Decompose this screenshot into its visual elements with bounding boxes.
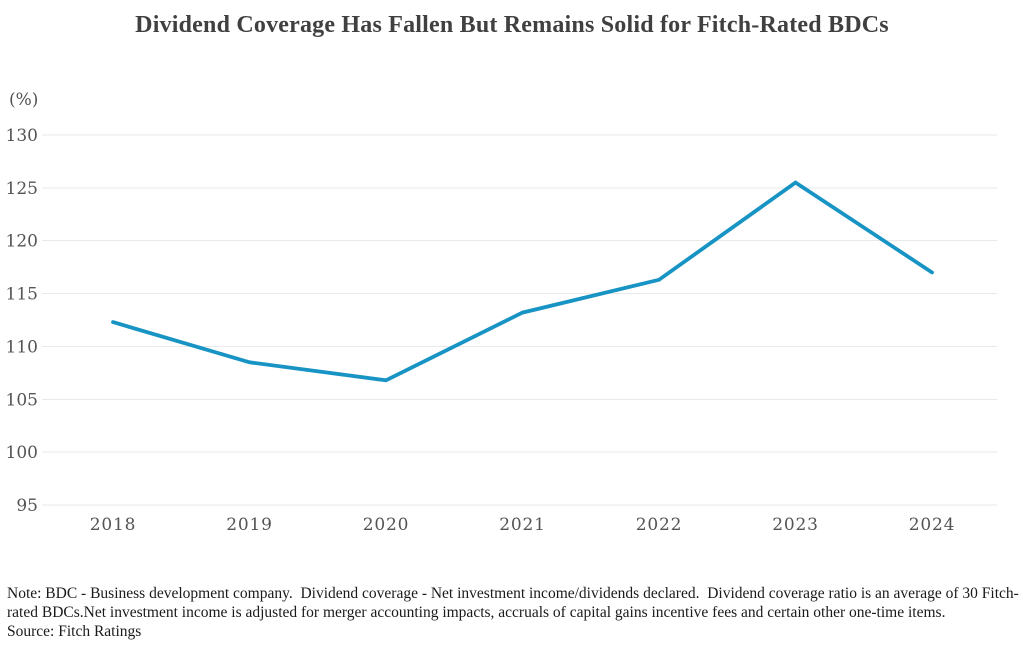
x-tick-label: 2024 — [909, 515, 955, 535]
y-tick-label: 115 — [6, 285, 38, 305]
y-tick-label: 105 — [6, 390, 38, 410]
line-chart: 95 100 105 110 115 120 125 130 2018 2019 2020 2021 2… — [6, 126, 997, 535]
footnote-source: Source: Fitch Ratings — [7, 623, 142, 640]
footnote-note: Note: BDC - Business development company… — [7, 585, 1019, 621]
footnote: Note: BDC - Business development company… — [7, 584, 1019, 641]
coverage-line — [111, 180, 934, 383]
y-tick-label: 120 — [6, 232, 38, 252]
y-tick-label: 110 — [6, 337, 38, 357]
y-axis-unit-label: (%) — [9, 90, 39, 110]
x-tick-label: 2019 — [226, 515, 272, 535]
y-tick-label: 100 — [6, 443, 38, 463]
y-tick-label: 95 — [16, 496, 38, 516]
y-tick-label: 125 — [6, 179, 38, 199]
x-tick-label: 2021 — [499, 515, 545, 535]
x-tick-label: 2018 — [90, 515, 136, 535]
y-tick-label: 130 — [6, 126, 38, 146]
x-tick-label: 2022 — [636, 515, 682, 535]
x-tick-label: 2023 — [772, 515, 818, 535]
chart-title: Dividend Coverage Has Fallen But Remains… — [135, 12, 889, 38]
x-tick-label: 2020 — [363, 515, 409, 535]
